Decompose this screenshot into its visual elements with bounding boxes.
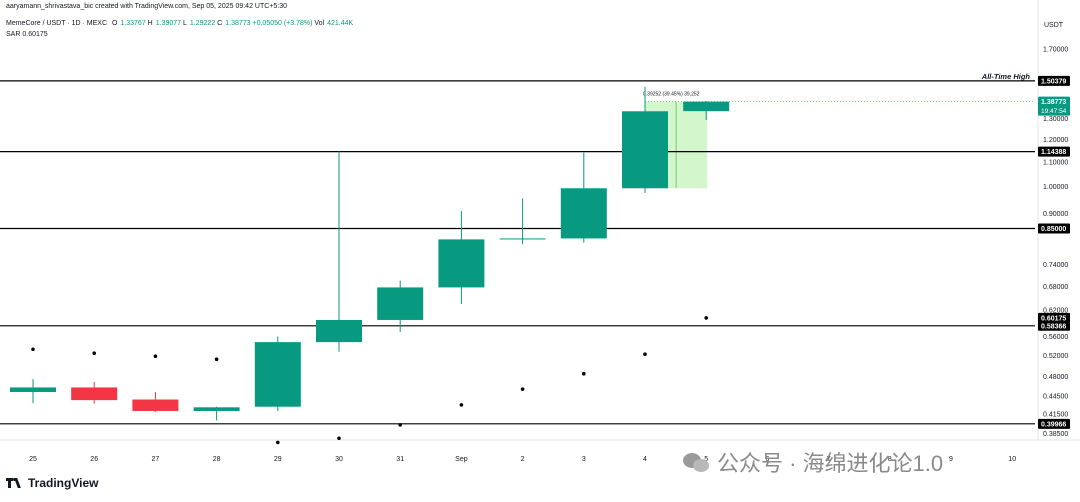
y-tick-label: 0.41500	[1043, 412, 1068, 419]
level-price-badge-text: 1.14388	[1041, 149, 1066, 156]
x-tick-label: 28	[213, 456, 221, 463]
open-value: 1.33767	[120, 20, 146, 27]
candle-body[interactable]	[71, 387, 118, 401]
level-price-badge	[1038, 146, 1070, 157]
chart-credit: aaryamann_shrivastava_bic created with T…	[6, 3, 288, 10]
x-tick-label: 5	[704, 456, 708, 463]
y-tick-label: 0.52000	[1043, 353, 1068, 360]
symbol-label[interactable]: MemeCore / USDT · 1D · MEXC	[6, 20, 107, 27]
x-tick-label: 31	[396, 456, 404, 463]
x-tick-label: 6	[765, 456, 769, 463]
change-value: +0.05050 (+3.78%)	[252, 20, 313, 27]
volume-value: 421.44K	[327, 20, 354, 27]
high-value: 1.39077	[155, 20, 182, 27]
y-tick-label: 0.38500	[1043, 431, 1068, 438]
level-annotation: All-Time High	[981, 72, 1031, 81]
sar-dot	[582, 371, 586, 376]
x-tick-label: 10	[1008, 456, 1016, 463]
level-price-badge-text: 1.50379	[1041, 78, 1066, 85]
level-price-badge-text: 0.85000	[1041, 226, 1066, 233]
x-tick-label: 9	[949, 456, 953, 463]
tradingview-logo-icon	[6, 478, 24, 488]
level-price-badge	[1038, 320, 1070, 331]
sar-dot	[520, 387, 525, 391]
low-label: L	[183, 20, 187, 27]
candle-body[interactable]	[316, 319, 362, 343]
sar-dot	[337, 436, 341, 441]
y-tick-label: 0.74000	[1043, 262, 1068, 269]
x-tick-label: 25	[29, 456, 37, 463]
x-tick-label: 27	[152, 456, 160, 463]
low-value: 1.29222	[189, 20, 216, 27]
y-tick-label: 0.68000	[1043, 284, 1068, 291]
sar-legend[interactable]: SAR 0.60175	[6, 30, 48, 39]
x-tick-label: 29	[274, 456, 282, 463]
y-tick-label: 0.48000	[1043, 374, 1068, 381]
high-label: H	[147, 20, 153, 27]
measure-label: 0.39252 (39.45%) 39,252	[643, 92, 700, 98]
x-tick-label: 7	[827, 456, 831, 463]
sar-dot	[704, 316, 708, 320]
level-price-badge	[1038, 75, 1070, 86]
x-tick-label: 3	[582, 456, 586, 463]
close-value: 1.38773	[225, 20, 251, 27]
candle-body[interactable]	[377, 287, 424, 320]
x-tick-label: 8	[888, 456, 892, 463]
last-price-badge-countdown: 19:47:54	[1041, 108, 1067, 115]
wechat-icon	[683, 451, 711, 473]
sar-price-badge-text: 0.60175	[1041, 315, 1066, 322]
y-tick-label: 0.56000	[1043, 334, 1068, 341]
y-tick-label: 1.20000	[1043, 137, 1068, 144]
candle-body[interactable]	[683, 101, 730, 112]
sar-dot	[31, 347, 35, 352]
candle-body[interactable]	[193, 407, 240, 411]
sar-value: 0.60175	[22, 31, 48, 38]
wechat-watermark: 公众号 · 海绵进化论1.0	[683, 446, 943, 478]
sar-dot	[153, 354, 158, 358]
last-price-badge-text: 1.38773	[1041, 99, 1066, 106]
tradingview-logo[interactable]: TradingView	[6, 476, 98, 490]
y-tick-label: 1.70000	[1043, 47, 1068, 54]
sar-dot	[643, 352, 647, 357]
y-tick-label: 0.44500	[1043, 394, 1068, 401]
level-price-badge	[1038, 418, 1070, 429]
level-price-badge	[1038, 223, 1070, 234]
candle-body[interactable]	[499, 238, 546, 240]
sar-dot	[92, 351, 96, 356]
y-tick-label: 0.62000	[1043, 308, 1068, 315]
candle-body[interactable]	[560, 188, 607, 239]
y-tick-label: 1.30000	[1043, 116, 1068, 123]
candle-body[interactable]	[132, 399, 179, 411]
x-tick-label: 4	[643, 456, 647, 463]
y-tick-label: 0.90000	[1043, 211, 1068, 218]
candle-body[interactable]	[10, 387, 56, 392]
candle-body[interactable]	[438, 239, 485, 288]
sar-dot	[214, 357, 219, 362]
last-price-badge	[1038, 96, 1070, 116]
level-price-badge-text: 0.39966	[1041, 421, 1066, 428]
sar-label: SAR	[6, 31, 21, 38]
watermark-text: 公众号 · 海绵进化论1.0	[717, 451, 944, 476]
volume-label: Vol	[314, 20, 325, 27]
sar-price-badge	[1038, 312, 1070, 323]
level-price-badge-text: 0.58366	[1041, 323, 1066, 330]
x-tick-label: 2	[521, 456, 525, 463]
currency-unit: USDT	[1044, 22, 1064, 29]
y-tick-label: 1.00000	[1043, 184, 1068, 191]
sar-dot	[398, 423, 403, 427]
sar-dot	[276, 440, 280, 445]
y-tick-label: 1.10000	[1043, 159, 1068, 166]
x-tick-label: 30	[335, 456, 343, 463]
close-label: C	[217, 20, 223, 27]
open-label: O	[111, 20, 118, 27]
logo-text: TradingView	[28, 476, 99, 490]
sar-dot	[459, 403, 464, 407]
x-tick-label: 26	[90, 456, 98, 463]
x-tick-label: Sep	[455, 456, 468, 463]
ohlc-legend: MemeCore / USDT · 1D · MEXC O 1.33767 H 1.…	[6, 19, 353, 28]
candle-body[interactable]	[254, 342, 301, 407]
candle-body[interactable]	[622, 111, 668, 189]
